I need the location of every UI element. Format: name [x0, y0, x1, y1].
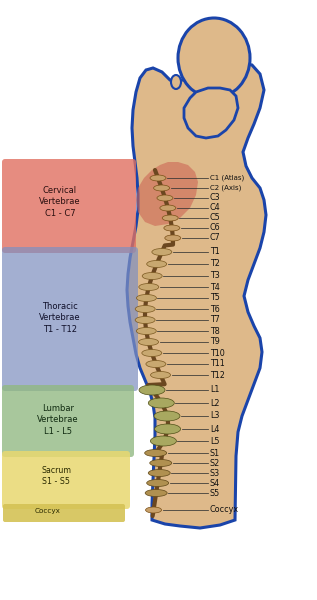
Text: C4: C4 — [210, 203, 221, 212]
Ellipse shape — [150, 175, 166, 181]
Text: Cervical
Vertebrae
C1 - C7: Cervical Vertebrae C1 - C7 — [39, 185, 81, 218]
Ellipse shape — [146, 361, 166, 367]
Ellipse shape — [139, 385, 165, 395]
Ellipse shape — [155, 424, 181, 434]
Ellipse shape — [151, 371, 171, 379]
Ellipse shape — [145, 490, 167, 497]
Ellipse shape — [139, 283, 159, 290]
Text: Coccyx: Coccyx — [210, 505, 239, 514]
Text: T3: T3 — [210, 271, 220, 280]
Text: S5: S5 — [210, 488, 220, 497]
Text: C1 (Atlas): C1 (Atlas) — [210, 175, 244, 181]
Ellipse shape — [164, 225, 180, 231]
Ellipse shape — [135, 305, 155, 313]
Ellipse shape — [136, 328, 156, 335]
Ellipse shape — [139, 338, 158, 346]
Text: C5: C5 — [210, 214, 221, 223]
Text: C6: C6 — [210, 223, 221, 232]
Ellipse shape — [150, 436, 176, 446]
Text: T6: T6 — [210, 304, 220, 313]
Ellipse shape — [148, 469, 170, 476]
Text: L2: L2 — [210, 398, 219, 407]
Polygon shape — [184, 88, 238, 138]
FancyBboxPatch shape — [2, 385, 134, 457]
Ellipse shape — [148, 398, 174, 408]
Ellipse shape — [142, 349, 162, 356]
Ellipse shape — [142, 272, 162, 280]
Ellipse shape — [165, 235, 181, 241]
Text: Sacrum
S1 - S5: Sacrum S1 - S5 — [41, 466, 71, 487]
Text: Lumbar
Vertebrae
L1 - L5: Lumbar Vertebrae L1 - L5 — [37, 404, 79, 436]
Ellipse shape — [150, 460, 172, 467]
FancyBboxPatch shape — [2, 247, 138, 391]
Text: S1: S1 — [210, 449, 220, 457]
FancyBboxPatch shape — [3, 504, 125, 522]
Ellipse shape — [152, 248, 172, 256]
Ellipse shape — [171, 75, 181, 89]
Text: T11: T11 — [210, 359, 225, 368]
Text: T10: T10 — [210, 349, 225, 358]
Ellipse shape — [154, 411, 180, 421]
Text: L3: L3 — [210, 412, 219, 421]
Text: L4: L4 — [210, 425, 219, 433]
Text: T7: T7 — [210, 316, 220, 325]
Text: T8: T8 — [210, 326, 220, 335]
Ellipse shape — [147, 479, 169, 487]
Text: T9: T9 — [210, 337, 220, 346]
Text: Thoracic
Vertebrae
T1 - T12: Thoracic Vertebrae T1 - T12 — [39, 302, 81, 334]
Text: Coccyx: Coccyx — [35, 508, 61, 514]
Text: C3: C3 — [210, 193, 221, 202]
Text: S3: S3 — [210, 469, 220, 478]
Text: T4: T4 — [210, 283, 220, 292]
Ellipse shape — [157, 195, 173, 201]
FancyBboxPatch shape — [2, 451, 130, 509]
FancyBboxPatch shape — [2, 159, 136, 253]
Ellipse shape — [145, 449, 167, 457]
Ellipse shape — [147, 260, 167, 268]
Polygon shape — [136, 162, 198, 226]
Ellipse shape — [160, 205, 176, 211]
Text: T2: T2 — [210, 259, 220, 269]
Ellipse shape — [162, 215, 178, 221]
Text: S2: S2 — [210, 458, 220, 467]
Ellipse shape — [136, 295, 156, 301]
Text: T12: T12 — [210, 370, 225, 379]
Text: S4: S4 — [210, 479, 220, 487]
Polygon shape — [127, 62, 266, 528]
Text: T5: T5 — [210, 293, 220, 302]
Ellipse shape — [154, 185, 170, 191]
Text: C2 (Axis): C2 (Axis) — [210, 185, 241, 191]
Text: L1: L1 — [210, 385, 219, 395]
Text: L5: L5 — [210, 437, 219, 445]
Text: C7: C7 — [210, 233, 221, 242]
Text: T1: T1 — [210, 247, 220, 257]
Ellipse shape — [135, 317, 155, 323]
Ellipse shape — [146, 507, 162, 513]
Ellipse shape — [178, 18, 250, 98]
